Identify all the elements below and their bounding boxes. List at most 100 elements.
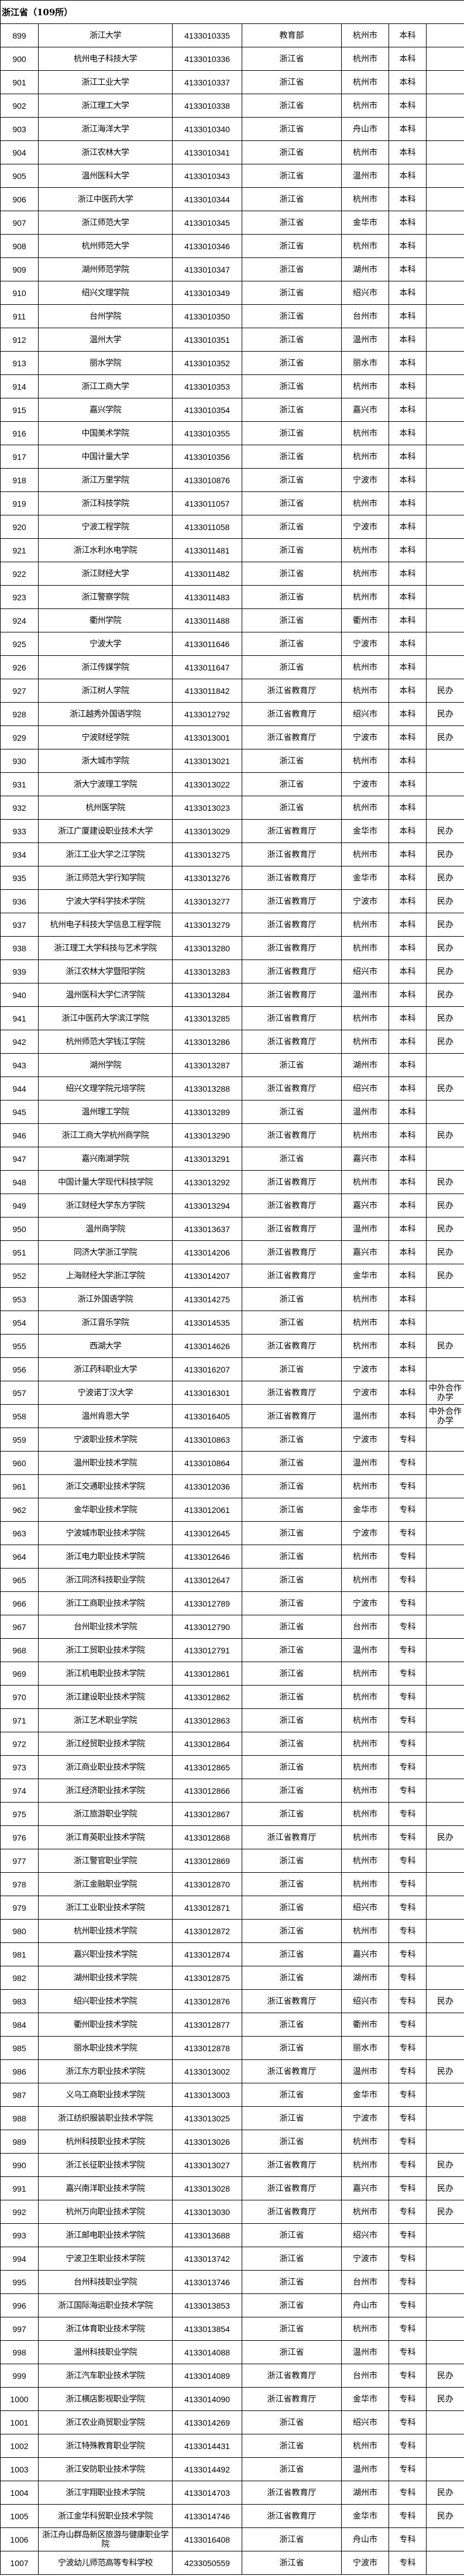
remark xyxy=(425,1919,464,1943)
row-number: 1001 xyxy=(0,2410,39,2434)
school-name: 浙江理工大学科技与艺术学院 xyxy=(38,936,173,960)
education-level: 专科 xyxy=(389,1966,427,1990)
school-code: 4133014207 xyxy=(172,1264,242,1288)
education-level: 本科 xyxy=(389,23,427,47)
education-level: 本科 xyxy=(389,515,427,539)
authority: 浙江省 xyxy=(242,2223,342,2247)
school-code: 4133012791 xyxy=(172,1638,242,1662)
authority: 浙江省教育厅 xyxy=(242,819,342,843)
school-name: 浙江外国语学院 xyxy=(38,1287,173,1311)
authority: 浙江省 xyxy=(242,351,342,375)
authority: 浙江省 xyxy=(242,1919,342,1943)
school-name: 浙江工商大学杭州商学院 xyxy=(38,1123,173,1147)
city: 杭州市 xyxy=(341,796,389,820)
table-row: 942 杭州师范大学钱江学院 4133013286 浙江省教育厅 杭州市 本科 民办 xyxy=(0,1030,464,1054)
education-level: 专科 xyxy=(389,2481,427,2505)
authority: 浙江省 xyxy=(242,140,342,164)
remark xyxy=(425,304,464,328)
city: 台州市 xyxy=(341,304,389,328)
authority: 浙江省 xyxy=(242,1474,342,1498)
education-level: 专科 xyxy=(389,2176,427,2200)
authority: 浙江省 xyxy=(242,47,342,71)
remark xyxy=(425,2130,464,2154)
authority: 浙江省 xyxy=(242,328,342,352)
school-name: 浙江经济职业技术学院 xyxy=(38,1779,173,1803)
row-number: 941 xyxy=(0,1006,39,1030)
school-name: 浙江舟山群岛新区旅游与健康职业学院 xyxy=(38,2527,173,2551)
authority: 浙江省教育厅 xyxy=(242,2200,342,2224)
city: 杭州市 xyxy=(341,1123,389,1147)
school-code: 4133010354 xyxy=(172,398,242,422)
authority: 浙江省教育厅 xyxy=(242,1334,342,1358)
school-code: 4133012869 xyxy=(172,1849,242,1873)
remark xyxy=(425,1802,464,1826)
education-level: 专科 xyxy=(389,2340,427,2364)
row-number: 926 xyxy=(0,655,39,679)
education-level: 专科 xyxy=(389,2410,427,2434)
education-level: 本科 xyxy=(389,1404,427,1428)
school-code: 4133013291 xyxy=(172,1147,242,1171)
remark xyxy=(425,2083,464,2107)
row-number: 996 xyxy=(0,2293,39,2317)
school-code: 4133014088 xyxy=(172,2340,242,2364)
education-level: 本科 xyxy=(389,1053,427,1077)
table-row: 949 浙江财经大学东方学院 4133013294 浙江省教育厅 嘉兴市 本科 民办 xyxy=(0,1194,464,1218)
table-row: 985 丽水职业技术学院 4133012878 浙江省 丽水市 专科 xyxy=(0,2036,464,2060)
school-code: 4133013276 xyxy=(172,866,242,890)
authority: 浙江省教育厅 xyxy=(242,2481,342,2505)
row-number: 923 xyxy=(0,585,39,609)
school-code: 4133011482 xyxy=(172,562,242,586)
education-level: 专科 xyxy=(389,2200,427,2224)
authority: 浙江省 xyxy=(242,1287,342,1311)
education-level: 专科 xyxy=(389,1428,427,1452)
city: 杭州市 xyxy=(341,749,389,773)
school-name: 浙江工商大学 xyxy=(38,374,173,398)
table-row: 931 浙大宁波理工学院 4133013022 浙江省 宁波市 本科 xyxy=(0,772,464,796)
remark: 民办 xyxy=(425,725,464,749)
school-name: 浙江邮电职业技术学院 xyxy=(38,2223,173,2247)
school-code: 4133012647 xyxy=(172,1568,242,1592)
education-level: 本科 xyxy=(389,796,427,820)
city: 嘉兴市 xyxy=(341,1240,389,1264)
education-level: 本科 xyxy=(389,234,427,258)
row-number: 993 xyxy=(0,2223,39,2247)
row-number: 992 xyxy=(0,2200,39,2224)
remark xyxy=(425,2551,464,2575)
remark xyxy=(425,538,464,562)
education-level: 本科 xyxy=(389,1170,427,1194)
school-code: 4133012870 xyxy=(172,1872,242,1896)
row-number: 1000 xyxy=(0,2387,39,2411)
authority: 浙江省 xyxy=(242,515,342,539)
education-level: 本科 xyxy=(389,1147,427,1171)
education-level: 专科 xyxy=(389,2083,427,2107)
school-code: 4133014275 xyxy=(172,1287,242,1311)
school-name: 浙江建设职业技术学院 xyxy=(38,1685,173,1709)
school-name: 浙江警官职业学院 xyxy=(38,1849,173,1873)
table-row: 919 浙江科技学院 4133011057 浙江省 杭州市 本科 xyxy=(0,491,464,515)
remark xyxy=(425,1849,464,1873)
education-level: 本科 xyxy=(389,1123,427,1147)
school-code: 4133010341 xyxy=(172,140,242,164)
table-row: 996 浙江国际海运职业技术学院 4133013853 浙江省 舟山市 专科 xyxy=(0,2293,464,2317)
row-number: 965 xyxy=(0,1568,39,1592)
city: 温州市 xyxy=(341,2457,389,2481)
city: 湖州市 xyxy=(341,257,389,281)
table-row: 911 台州学院 4133010350 浙江省 台州市 本科 xyxy=(0,304,464,328)
remark xyxy=(425,632,464,656)
remark: 民办 xyxy=(425,1334,464,1358)
school-name: 浙江纺织服装职业技术学院 xyxy=(38,2106,173,2130)
remark xyxy=(425,117,464,141)
row-number: 928 xyxy=(0,702,39,726)
remark xyxy=(425,1545,464,1569)
row-number: 927 xyxy=(0,679,39,703)
city: 湖州市 xyxy=(341,1966,389,1990)
table-row: 1000 浙江横店影视职业学院 4133014090 浙江省教育厅 金华市 专科 民办 xyxy=(0,2387,464,2411)
remark xyxy=(425,281,464,305)
school-code: 4133014703 xyxy=(172,2481,242,2505)
table-row: 907 浙江师范大学 4133010345 浙江省 金华市 本科 xyxy=(0,211,464,235)
remark xyxy=(425,1708,464,1732)
school-code: 4133011842 xyxy=(172,679,242,703)
remark xyxy=(425,2223,464,2247)
school-name: 浙江体育职业技术学院 xyxy=(38,2317,173,2341)
table-row: 939 浙江农林大学暨阳学院 4133013283 浙江省教育厅 绍兴市 本科 民办 xyxy=(0,959,464,983)
